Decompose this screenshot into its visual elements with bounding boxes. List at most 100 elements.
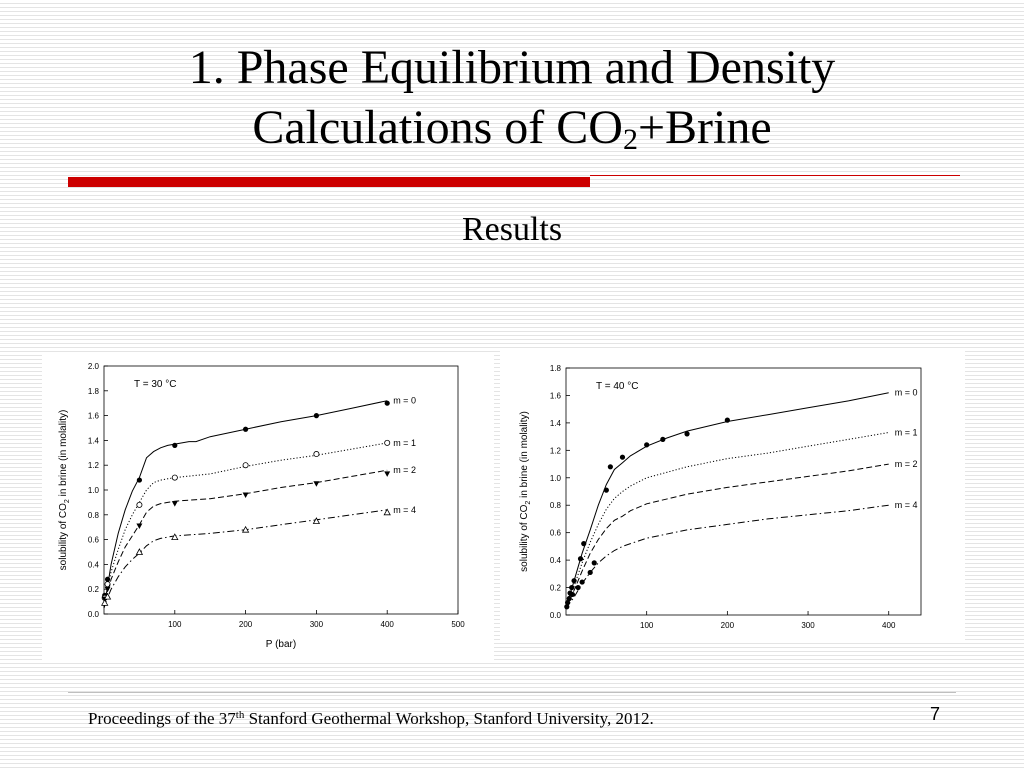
legend-label-series-3: m = 2	[895, 459, 918, 469]
y-tick-label: 0.0	[88, 610, 100, 619]
series-line-1	[103, 400, 388, 608]
y-tick-label: 1.6	[88, 412, 100, 421]
series-line-4	[103, 509, 388, 608]
data-point	[313, 413, 319, 419]
data-point	[619, 454, 626, 460]
data-point	[384, 471, 391, 477]
y-tick-label: 0.4	[550, 556, 562, 565]
solubility-chart-40c: 0.0 0.2 0.4 0.6 0.8 1.0 1.2 1.4 1.6 1.8 100 200 300 4…	[519, 364, 922, 630]
legend-label-series-3: m = 2	[393, 465, 416, 475]
title-line-2-pre: Calculations of CO	[252, 101, 623, 154]
legend-label-series-2: m = 1	[393, 438, 416, 448]
title-accent-rule	[590, 175, 960, 176]
data-point	[581, 541, 587, 547]
data-point	[607, 464, 613, 470]
footer-post: Stanford Geothermal Workshop, Stanford U…	[244, 709, 654, 728]
title-line-2: Calculations of CO2+Brine	[0, 98, 1024, 158]
x-tick-label: 200	[239, 620, 253, 629]
y-tick-label: 1.0	[88, 486, 100, 495]
data-point	[243, 426, 249, 432]
y-axis-label: solubility of CO2 in brine (in molality)	[519, 411, 532, 572]
series-line-3	[565, 463, 889, 609]
y-tick-label: 1.6	[550, 391, 562, 400]
data-point	[101, 599, 109, 606]
x-tick-label: 500	[451, 620, 465, 629]
data-point	[136, 523, 143, 529]
data-point	[684, 431, 690, 437]
footer-divider	[68, 692, 956, 693]
slide-title: 1. Phase Equilibrium and Density Calcula…	[0, 38, 1024, 158]
footer-citation: Proceedings of the 37th Stanford Geother…	[88, 708, 654, 730]
y-tick-label: 0.6	[88, 536, 100, 545]
chart-panel-40c: 0.0 0.2 0.4 0.6 0.8 1.0 1.2 1.4 1.6 1.8 100 200 300 4…	[500, 348, 965, 640]
y-tick-label: 0.2	[88, 585, 100, 594]
chart-panel-30c: 0.0 0.2 0.4 0.6 0.8 1.0 1.2 1.4 1.6 1.8 2.0 100 200 3…	[42, 352, 494, 660]
footer-superscript: th	[235, 709, 245, 721]
data-point	[242, 462, 249, 469]
y-tick-label: 1.2	[550, 446, 562, 455]
data-point	[135, 548, 144, 555]
legend-label-series-1: m = 0	[895, 388, 918, 398]
data-point	[241, 525, 250, 533]
x-tick-label: 300	[310, 620, 324, 629]
title-subscript: 2	[622, 123, 638, 156]
y-tick-label: 0.8	[88, 511, 100, 520]
y-axis-label-sub: 2	[525, 501, 532, 505]
data-point	[383, 508, 391, 516]
series-line-4	[565, 504, 889, 609]
legend-label-series-1: m = 0	[393, 396, 416, 406]
data-point	[569, 584, 575, 591]
temperature-annotation: T = 30 °C	[134, 379, 176, 390]
y-axis-label-pre: solubility of CO	[519, 504, 530, 571]
data-point	[171, 501, 178, 507]
data-point	[171, 533, 179, 541]
data-point	[136, 501, 143, 508]
temperature-annotation: T = 40 °C	[596, 381, 638, 392]
y-axis-label-post: in brine (in molality)	[58, 410, 69, 499]
y-tick-label: 1.2	[88, 461, 100, 470]
data-point	[313, 481, 320, 487]
y-axis-label-pre: solubility of CO	[58, 503, 69, 570]
y-tick-label: 1.8	[88, 387, 100, 396]
data-point	[577, 556, 584, 562]
series-line-3	[103, 469, 388, 608]
data-point	[171, 474, 178, 481]
data-point	[571, 578, 577, 584]
x-tick-label: 200	[721, 621, 735, 630]
x-axis-label: P (bar)	[266, 639, 296, 650]
y-tick-label: 1.0	[550, 474, 562, 483]
data-point	[591, 560, 597, 566]
data-point	[384, 400, 390, 406]
data-point	[136, 477, 142, 483]
data-point	[103, 592, 112, 600]
x-tick-label: 400	[381, 620, 395, 629]
y-tick-label: 0.6	[550, 529, 562, 538]
y-tick-label: 1.4	[88, 436, 100, 445]
data-point	[312, 517, 321, 524]
x-tick-label: 100	[640, 621, 654, 630]
data-point	[104, 576, 111, 582]
x-tick-label: 400	[882, 621, 896, 630]
data-point	[603, 487, 609, 493]
data-point	[660, 436, 666, 442]
data-point	[242, 492, 249, 498]
data-point	[384, 439, 391, 446]
y-tick-label: 0.8	[550, 501, 562, 510]
plot-frame	[565, 367, 922, 616]
x-tick-label: 100	[168, 620, 182, 629]
page-number: 7	[930, 704, 941, 724]
data-point	[644, 442, 650, 448]
slide-subtitle: Results	[461, 211, 563, 248]
data-point	[575, 584, 581, 591]
data-point	[313, 451, 320, 458]
y-axis-label: solubility of CO2 in brine (in molality)	[58, 410, 71, 571]
data-point	[104, 586, 111, 593]
legend-label-series-4: m = 4	[895, 500, 918, 510]
x-tick-label: 300	[801, 621, 815, 630]
footer-pre: Proceedings of the 37	[88, 709, 236, 728]
data-point	[172, 442, 178, 448]
y-axis-label-sub: 2	[64, 499, 71, 503]
legend-label-series-4: m = 4	[393, 505, 416, 515]
y-tick-label: 0.4	[88, 560, 100, 569]
title-line-1: 1. Phase Equilibrium and Density	[188, 41, 836, 94]
